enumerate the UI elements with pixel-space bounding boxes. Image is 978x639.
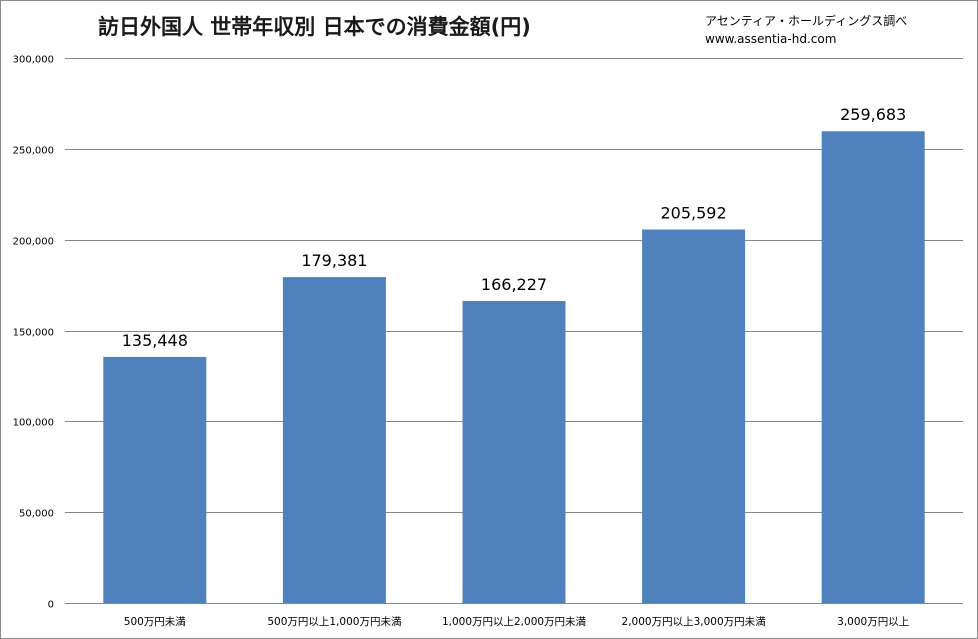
bar [642,229,746,603]
x-tick-label: 2,000万円以上3,000万円未満 [622,616,767,628]
bar [462,301,566,603]
data-label: 205,592 [661,204,727,223]
y-tick-label: 150,000 [13,328,54,339]
data-labels: 135,448 179,381 166,227 205,592 259,683 [122,105,907,350]
bar [282,277,386,603]
source-credit: アセンティア・ホールディングス調べ [705,13,907,28]
data-label: 135,448 [122,331,188,350]
data-label: 166,227 [481,275,547,294]
data-label: 179,381 [301,251,367,270]
bars [103,131,925,603]
chart-title: 訪日外国人 世帯年収別 日本での消費金額(円) [98,15,531,39]
bar [103,356,207,603]
x-tick-label: 500万円以上1,000万円未満 [267,616,402,628]
y-tick-label: 0 [48,600,54,611]
bar [821,131,925,603]
x-tick-label: 3,000万円以上 [837,616,909,628]
x-axis-ticks: 500万円未満 500万円以上1,000万円未満 1,000万円以上2,000万円未… [124,616,909,628]
y-tick-label: 50,000 [19,509,54,520]
data-label: 259,683 [840,105,906,124]
source-url: www.assentia-hd.com [705,32,836,46]
y-tick-label: 300,000 [13,55,54,66]
y-tick-label: 250,000 [13,146,54,157]
x-tick-label: 1,000万円以上2,000万円未満 [442,616,587,628]
x-tick-label: 500万円未満 [124,616,187,628]
y-tick-label: 100,000 [13,418,54,429]
y-axis-ticks: 0 50,000 100,000 150,000 200,000 250,000 300,0… [13,55,54,611]
y-tick-label: 200,000 [13,237,54,248]
